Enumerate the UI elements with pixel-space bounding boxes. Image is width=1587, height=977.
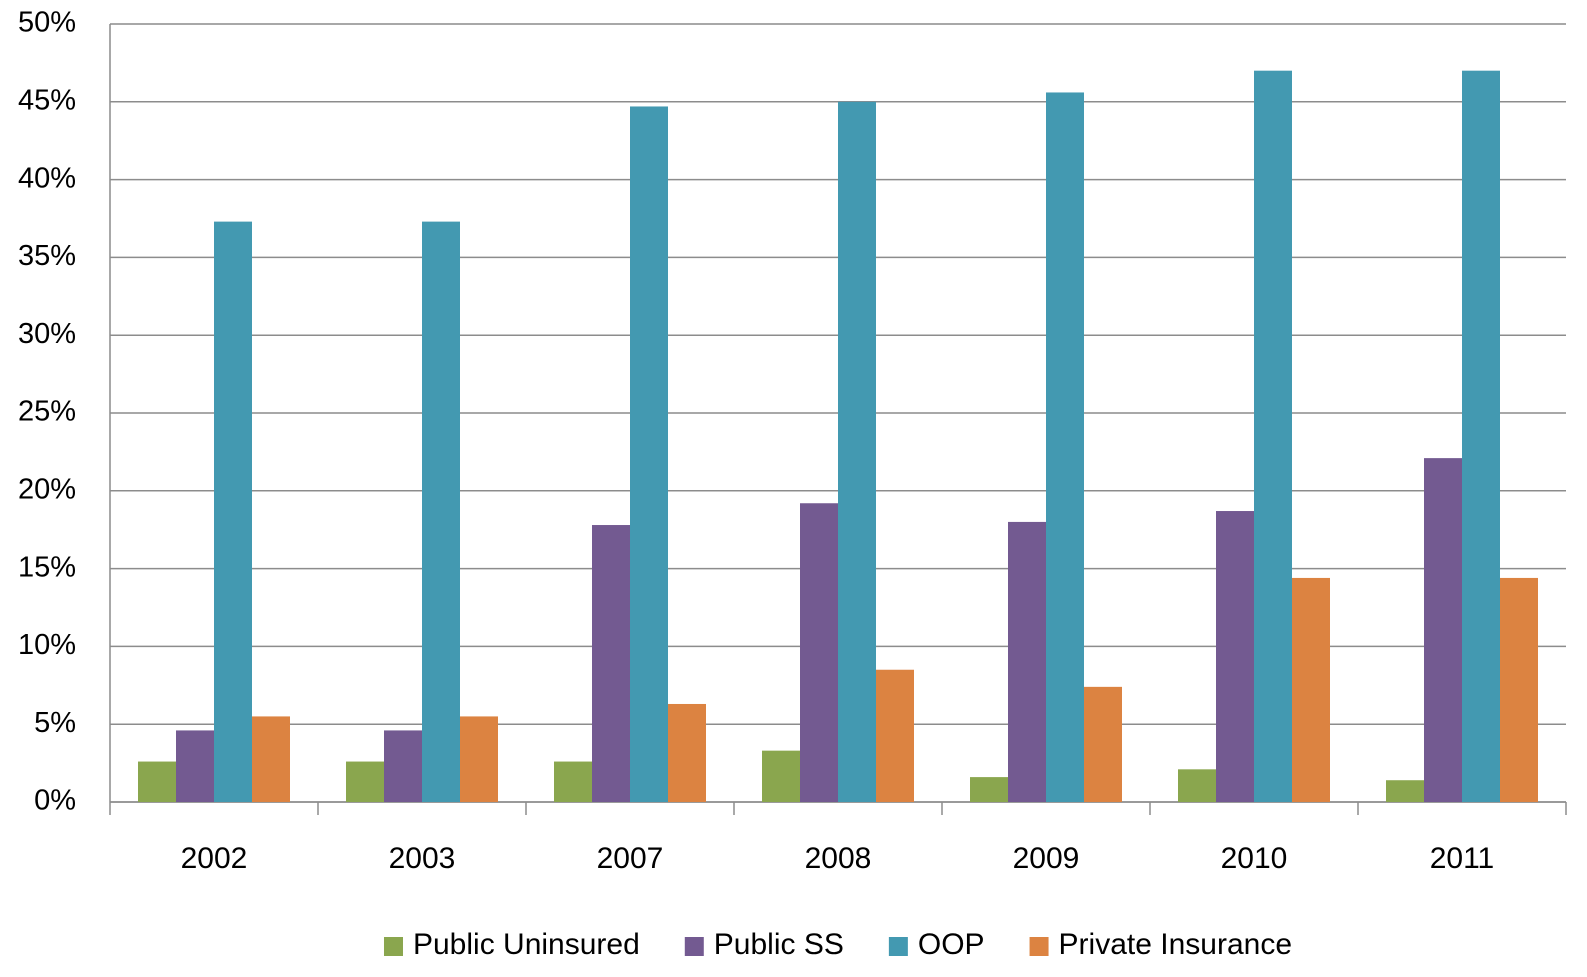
bar bbox=[668, 703, 706, 802]
bar bbox=[422, 221, 460, 802]
bar bbox=[1386, 780, 1424, 802]
legend-label: Private Insurance bbox=[1059, 928, 1292, 961]
bar bbox=[800, 503, 838, 802]
legend-swatch bbox=[383, 937, 403, 956]
bar bbox=[252, 716, 290, 802]
y-tick-label: 5% bbox=[34, 707, 76, 739]
bar bbox=[1254, 70, 1292, 803]
x-tick-label: 2003 bbox=[389, 842, 456, 875]
bar bbox=[1046, 92, 1084, 803]
bar bbox=[1292, 577, 1330, 802]
x-tick-label: 2007 bbox=[597, 842, 664, 875]
y-tick-label: 40% bbox=[18, 162, 76, 194]
legend-swatch bbox=[684, 937, 704, 956]
bar bbox=[138, 761, 176, 802]
bar bbox=[554, 761, 592, 802]
x-tick-label: 2009 bbox=[1013, 842, 1080, 875]
legend-swatch bbox=[1029, 937, 1049, 956]
bar bbox=[970, 777, 1008, 802]
y-tick-label: 30% bbox=[18, 318, 76, 350]
x-tick-label: 2010 bbox=[1221, 842, 1288, 875]
y-tick-label: 35% bbox=[18, 240, 76, 272]
y-tick-label: 0% bbox=[34, 785, 76, 817]
x-tick-label: 2008 bbox=[805, 842, 872, 875]
bar bbox=[384, 730, 422, 802]
bar bbox=[460, 716, 498, 802]
bar bbox=[762, 750, 800, 802]
bar bbox=[1424, 458, 1462, 802]
bar bbox=[214, 221, 252, 802]
y-tick-label: 50% bbox=[18, 7, 76, 39]
bar bbox=[1216, 511, 1254, 802]
legend-swatch bbox=[888, 937, 908, 956]
x-tick-label: 2002 bbox=[181, 842, 248, 875]
bar bbox=[1084, 686, 1122, 802]
y-tick-label: 25% bbox=[18, 396, 76, 428]
x-tick-label: 2011 bbox=[1430, 842, 1495, 875]
y-tick-label: 15% bbox=[18, 551, 76, 583]
bar bbox=[630, 106, 668, 802]
bar bbox=[1462, 70, 1500, 803]
bar bbox=[1178, 769, 1216, 802]
bar bbox=[176, 730, 214, 802]
legend-label: Public Uninsured bbox=[413, 928, 640, 961]
bar bbox=[346, 761, 384, 802]
legend-label: OOP bbox=[918, 928, 985, 961]
bar bbox=[592, 525, 630, 802]
bar bbox=[838, 101, 876, 803]
y-tick-label: 20% bbox=[18, 473, 76, 505]
bar bbox=[876, 669, 914, 802]
bar bbox=[1008, 521, 1046, 802]
y-tick-label: 45% bbox=[18, 84, 76, 116]
bar bbox=[1500, 577, 1538, 802]
y-tick-label: 10% bbox=[18, 629, 76, 661]
legend-label: Public SS bbox=[714, 928, 844, 961]
